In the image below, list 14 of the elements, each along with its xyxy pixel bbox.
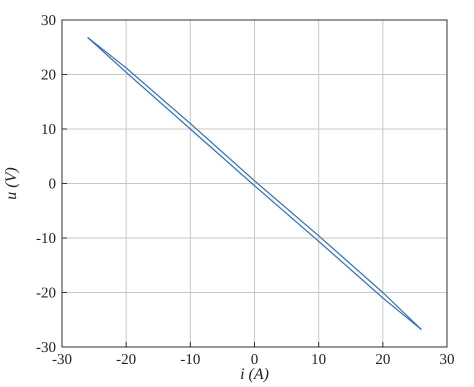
y-tick-label: 10 [41, 122, 56, 138]
x-tick-label: -20 [116, 352, 136, 368]
x-tick-label: 20 [375, 352, 390, 368]
x-tick-label: 10 [311, 352, 326, 368]
y-tick-label: 30 [41, 13, 56, 29]
x-tick-label: -10 [180, 352, 200, 368]
y-tick-label: 0 [48, 176, 56, 192]
x-tick-label: 30 [440, 352, 454, 368]
x-tick-label: 0 [250, 352, 258, 368]
y-tick-label: 20 [41, 68, 56, 84]
y-tick-label: -20 [36, 286, 56, 302]
y-tick-label: -10 [36, 231, 56, 247]
x-axis-title: i (A) [240, 366, 269, 383]
y-axis-title: u (V) [3, 167, 20, 200]
